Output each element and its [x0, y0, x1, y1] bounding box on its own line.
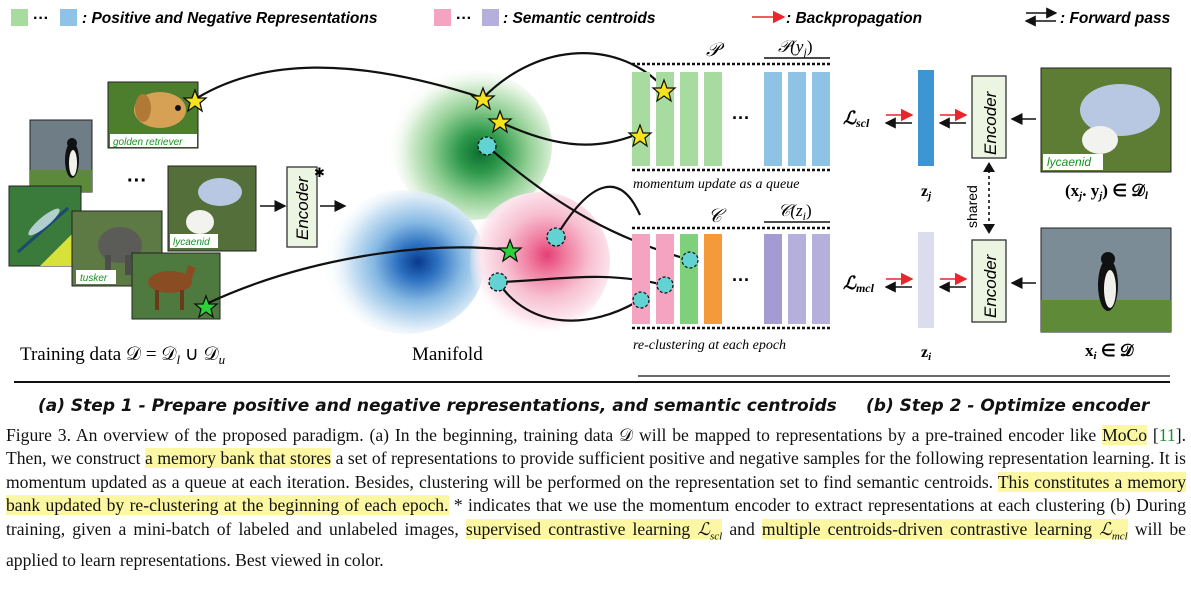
- lscl-label: ℒscl: [843, 108, 870, 130]
- image-dragonfly: [8, 185, 82, 267]
- legend-positive-swatch: [11, 9, 28, 26]
- negative-star-1: [497, 238, 523, 263]
- step2-image-lycaenid: lycaenid: [1040, 67, 1172, 173]
- encoder-step2-top: [971, 75, 1007, 159]
- encoder-step2-bottom-label: Encoder: [981, 253, 1000, 318]
- legend-pos-neg-label: : Positive and Negative Representations: [82, 10, 378, 27]
- legend: ··· : Positive and Negative Representati…: [11, 7, 1171, 27]
- legend-forward-label: : Forward pass: [1060, 10, 1171, 27]
- c-zi-label: 𝒞(zi): [778, 201, 812, 223]
- manifold-label: Manifold: [412, 344, 483, 365]
- p-label: 𝒫: [706, 40, 725, 61]
- label-golden-retriever: golden retriever: [113, 137, 183, 148]
- centroid-3: [488, 272, 508, 292]
- training-images: tusker golden retriever lycaenid ···: [8, 81, 257, 320]
- xj-label: (xj. yj) ∈ 𝒟l: [1065, 181, 1149, 202]
- legend-purple-swatch: [482, 9, 499, 26]
- recluster-caption: re-clustering at each epoch: [633, 338, 786, 353]
- image-lycaenid: lycaenid: [167, 165, 257, 252]
- caption-highlight-4: multiple centroids-driven contrastive le…: [761, 518, 1128, 543]
- zi-label: zi: [921, 344, 932, 363]
- legend-dots-1: ···: [33, 10, 49, 27]
- caption-highlight-1: a memory bank that stores: [145, 448, 332, 469]
- subcaption-a: (a) Step 1 - Prepare positive and negati…: [38, 396, 837, 416]
- caption-highlight-3: supervised contrastive learning ℒscl: [465, 518, 723, 543]
- manifold: [325, 70, 610, 334]
- encoder-step1-label: Encoder: [293, 175, 312, 240]
- label-tusker: tusker: [80, 273, 108, 284]
- xi-label: xi ∈ 𝒟: [1085, 341, 1134, 362]
- zi-feature: [918, 232, 934, 328]
- memory-bank-c: 𝒞 𝒞(zi) ··· re-clustering at each epoch: [632, 201, 830, 353]
- encoder-step1: [286, 166, 318, 248]
- queue-caption: momentum update as a queue: [633, 177, 799, 192]
- image-dog-star: [182, 88, 208, 113]
- encoder-step2-bottom: [971, 239, 1007, 323]
- zj-label: zj: [921, 183, 932, 202]
- figure-diagram: ··· : Positive and Negative Representati…: [8, 7, 1172, 383]
- encoder-step1-mark: ✱: [314, 165, 325, 180]
- training-data-label: Training data 𝒟 = 𝒟l ∪ 𝒟u: [20, 344, 226, 367]
- c-label: 𝒞: [708, 206, 727, 227]
- figure-caption: Figure 3. An overview of the proposed pa…: [6, 425, 1186, 570]
- shared-label: shared: [964, 185, 980, 228]
- legend-negative-swatch: [60, 9, 77, 26]
- image-penguin: [29, 119, 93, 193]
- c-dots: ···: [732, 270, 750, 290]
- legend-centroids-label: : Semantic centroids: [503, 10, 656, 27]
- caption-moco: MoCo: [1102, 425, 1148, 445]
- step2-lycaenid-label: lycaenid: [1047, 155, 1091, 169]
- legend-backprop-label: : Backpropagation: [786, 10, 922, 27]
- positive-star-1: [470, 86, 496, 111]
- p-dots: ···: [732, 108, 750, 128]
- legend-pink-swatch: [434, 9, 451, 26]
- memory-bank-p: 𝒫 𝒫(yj) ··· momentum update as a queue: [627, 37, 830, 192]
- zj-feature: [918, 70, 934, 166]
- legend-dots-2: ···: [456, 10, 472, 27]
- manifold-markers: [182, 86, 566, 319]
- centroid-2: [546, 227, 566, 247]
- image-golden-retriever: golden retriever: [107, 81, 199, 149]
- positive-star-2: [487, 109, 513, 134]
- label-lycaenid: lycaenid: [173, 237, 210, 248]
- caption-citation[interactable]: 11: [1158, 425, 1176, 445]
- encoder-step2-top-label: Encoder: [981, 90, 1000, 155]
- step2-diagram: ℒscl zj Encoder lycaenid (xj. yj) ∈ 𝒟l s…: [843, 67, 1172, 363]
- centroid-1: [477, 136, 497, 156]
- images-ellipsis: ···: [127, 170, 147, 192]
- step2-image-penguin: [1040, 227, 1172, 333]
- image-horse-star: [193, 294, 219, 319]
- lmcl-label: ℒmcl: [843, 273, 875, 295]
- subcaption-b: (b) Step 2 - Optimize encoder: [866, 396, 1150, 416]
- p-yj-label: 𝒫(yj): [778, 37, 812, 59]
